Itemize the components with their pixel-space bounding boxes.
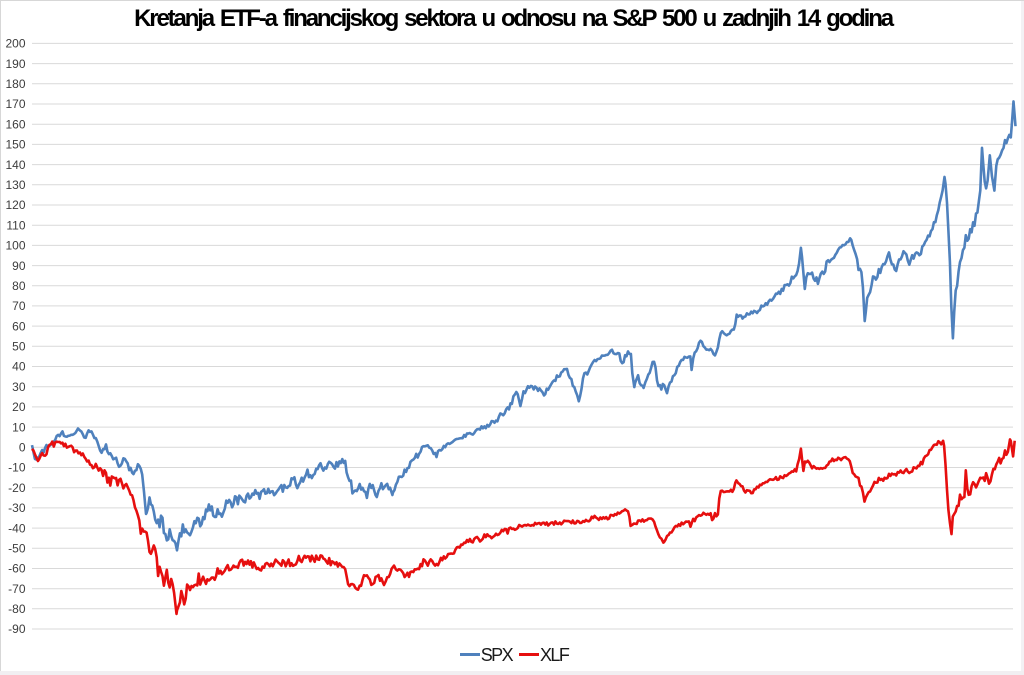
svg-text:20: 20: [12, 400, 26, 414]
svg-text:120: 120: [5, 198, 25, 212]
svg-text:190: 190: [5, 57, 25, 71]
svg-text:180: 180: [5, 77, 25, 91]
svg-text:30: 30: [12, 380, 26, 394]
svg-text:-20: -20: [8, 481, 26, 495]
svg-text:10: 10: [12, 420, 26, 434]
svg-text:-90: -90: [8, 622, 26, 636]
svg-text:60: 60: [12, 319, 26, 333]
svg-text:-80: -80: [8, 602, 26, 616]
svg-text:40: 40: [12, 360, 26, 374]
svg-text:200: 200: [5, 37, 25, 51]
svg-text:100: 100: [5, 239, 25, 253]
svg-text:90: 90: [12, 259, 26, 273]
svg-text:50: 50: [12, 340, 26, 354]
svg-text:-40: -40: [8, 521, 26, 535]
svg-text:70: 70: [12, 299, 26, 313]
svg-text:-50: -50: [8, 542, 26, 556]
svg-text:80: 80: [12, 279, 26, 293]
svg-text:-70: -70: [8, 582, 26, 596]
svg-text:130: 130: [5, 178, 25, 192]
svg-text:-10: -10: [8, 461, 26, 475]
svg-text:-30: -30: [8, 501, 26, 515]
svg-text:110: 110: [6, 218, 25, 232]
svg-text:150: 150: [5, 138, 25, 152]
svg-text:170: 170: [5, 97, 25, 111]
svg-text:-60: -60: [8, 562, 26, 576]
svg-text:0: 0: [19, 441, 26, 455]
svg-text:160: 160: [5, 117, 25, 131]
svg-text:140: 140: [5, 158, 25, 172]
